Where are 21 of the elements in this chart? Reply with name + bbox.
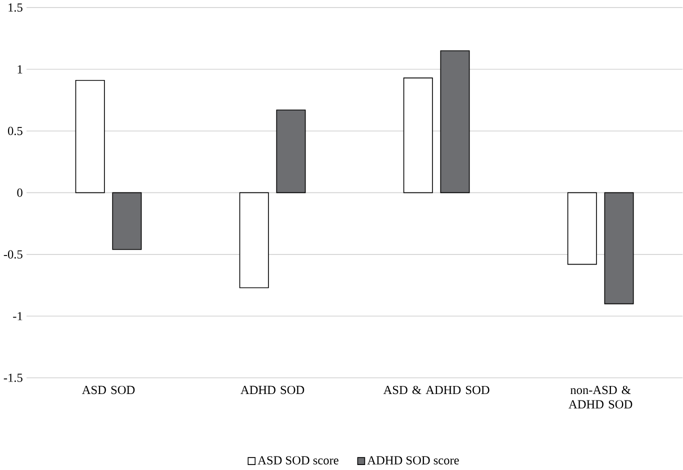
bar [604,192,634,304]
bar [112,192,142,250]
y-tick-label: 1 [18,65,22,74]
bar [239,192,269,288]
bar [276,110,306,194]
y-tick-label: 0.5 [8,126,22,136]
bar [403,78,433,194]
bar [440,50,470,194]
x-tick-label: ASD SOD [82,386,135,394]
x-tick-label: non-ASD & ADHD SOD [568,386,632,408]
y-tick-label: 1.5 [8,3,22,12]
bar [75,80,105,194]
y-tick-label: -0.5 [4,250,22,259]
x-tick-label: ASD & ADHD SOD [383,386,490,394]
x-tick-label: ADHD SOD [240,386,304,394]
y-tick-label: -1 [13,312,22,320]
bar [567,192,597,265]
y-tick-label: 0 [17,188,22,197]
legend-label: ADHD SOD score [367,456,459,464]
y-tick-label: -1.5 [4,374,22,382]
legend-label: ASD SOD score [258,456,338,464]
